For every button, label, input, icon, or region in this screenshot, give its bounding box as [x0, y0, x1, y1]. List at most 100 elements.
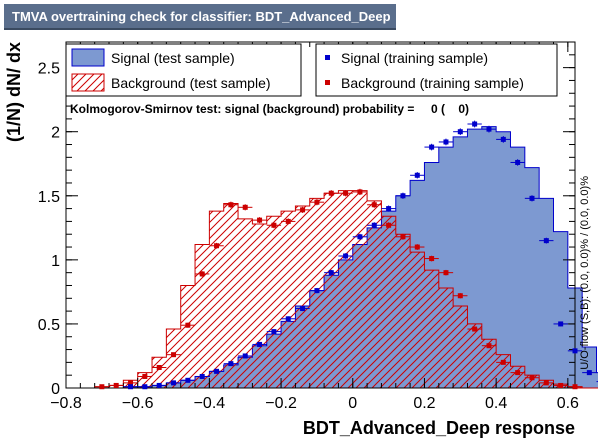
x-tick-label: −0.4 — [194, 395, 226, 412]
signal-train-point — [429, 144, 435, 150]
legend-background-train-label: Background (training sample) — [341, 75, 524, 91]
signal-train-point — [414, 172, 420, 178]
background-test-histogram — [80, 190, 598, 389]
ks-test-text: Kolmogorov-Smirnov test: signal (backgro… — [70, 102, 469, 116]
background-train-point — [314, 199, 320, 205]
title-box: TMVA overtraining check for classifier: … — [4, 4, 396, 30]
signal-train-point — [443, 139, 449, 145]
signal-train-point — [257, 341, 263, 347]
signal-train-point — [128, 384, 134, 390]
legend-background-test-swatch — [71, 73, 105, 92]
y-axis-label: (1/N) dN/ dx — [4, 42, 24, 142]
chart-title: TMVA overtraining check for classifier: … — [12, 9, 391, 24]
signal-train-point — [558, 321, 564, 327]
signal-train-point — [214, 368, 220, 374]
legend-signal-train-marker — [325, 55, 330, 60]
signal-train-point — [228, 361, 234, 367]
background-train-point — [472, 326, 478, 332]
legend-signal-test-label: Signal (test sample) — [111, 50, 235, 66]
background-train-point — [199, 271, 205, 277]
signal-train-point — [300, 306, 306, 312]
signal-train-point — [529, 195, 535, 201]
x-axis-label: BDT_Advanced_Deep response — [303, 418, 575, 438]
signal-train-point — [515, 159, 521, 165]
background-train-point — [257, 217, 263, 223]
background-train-point — [386, 222, 392, 228]
overflow-label: U/O-flow (S,B): (0.0, 0.0)% / (0.0, 0.0)… — [579, 176, 591, 370]
background-train-point — [214, 243, 220, 249]
background-train-point — [142, 373, 148, 379]
background-train-point — [271, 222, 277, 228]
x-tick-label: 0 — [348, 395, 357, 412]
background-train-point — [343, 190, 349, 196]
signal-train-point — [314, 288, 320, 294]
x-tick-label: −0.8 — [50, 395, 82, 412]
background-train-point — [357, 189, 363, 195]
signal-train-point — [271, 329, 277, 335]
background-train-point — [515, 370, 521, 376]
background-train-point — [400, 234, 406, 240]
legend-background-train-marker — [325, 80, 330, 85]
background-train-point — [457, 293, 463, 299]
signal-train-point — [386, 206, 392, 212]
background-train-point — [558, 382, 564, 388]
signal-train-point — [142, 384, 148, 390]
background-train-point — [171, 352, 177, 358]
background-train-point — [185, 322, 191, 328]
y-tick-label: 2.5 — [38, 61, 60, 78]
background-train-point — [429, 256, 435, 262]
signal-train-point — [400, 193, 406, 199]
signal-train-point — [472, 121, 478, 127]
signal-train-point — [486, 126, 492, 132]
signal-train-point — [328, 270, 334, 276]
x-tick-label: 0.2 — [413, 395, 435, 412]
signal-train-point — [242, 353, 248, 359]
signal-train-point — [156, 382, 162, 388]
y-tick-label: 1 — [51, 253, 60, 270]
signal-train-point — [500, 136, 506, 142]
background-train-point — [529, 375, 535, 381]
background-train-point — [543, 380, 549, 386]
signal-train-point — [572, 348, 578, 354]
legend-signal-test-swatch — [71, 48, 105, 67]
background-train-point — [572, 384, 578, 390]
background-train-point — [113, 382, 119, 388]
background-train-point — [500, 359, 506, 365]
legend-signal-train-label: Signal (training sample) — [341, 50, 488, 66]
signal-train-point — [343, 253, 349, 259]
y-tick-label: 0.5 — [38, 317, 60, 334]
signal-train-point — [457, 129, 463, 135]
x-tick-label: 0.6 — [557, 395, 579, 412]
background-train-point — [328, 190, 334, 196]
background-train-point — [443, 270, 449, 276]
signal-train-point — [371, 222, 377, 228]
y-tick-label: 0 — [51, 381, 60, 398]
x-tick-label: −0.6 — [122, 395, 154, 412]
signal-train-point — [357, 234, 363, 240]
background-train-point — [300, 207, 306, 213]
y-tick-label: 1.5 — [38, 189, 60, 206]
background-train-point — [128, 380, 134, 386]
legend-background-test-label: Background (test sample) — [111, 75, 271, 91]
background-train-point — [228, 202, 234, 208]
background-train-point — [371, 202, 377, 208]
x-tick-label: 0.4 — [485, 395, 507, 412]
signal-train-point — [586, 370, 592, 376]
legend-box-right — [315, 43, 558, 97]
background-train-point — [285, 218, 291, 224]
background-train-point — [242, 204, 248, 210]
background-train-point — [486, 343, 492, 349]
legend-box-left — [65, 43, 302, 97]
background-train-point — [414, 244, 420, 250]
signal-train-point — [543, 238, 549, 244]
signal-train-point — [285, 316, 291, 322]
x-tick-label: −0.2 — [265, 395, 297, 412]
plot-frame — [65, 41, 576, 389]
signal-train-point — [185, 377, 191, 383]
y-tick-label: 2 — [51, 125, 60, 142]
background-train-point — [156, 364, 162, 370]
background-train-point — [99, 384, 105, 390]
signal-train-point — [171, 380, 177, 386]
signal-train-point — [199, 373, 205, 379]
